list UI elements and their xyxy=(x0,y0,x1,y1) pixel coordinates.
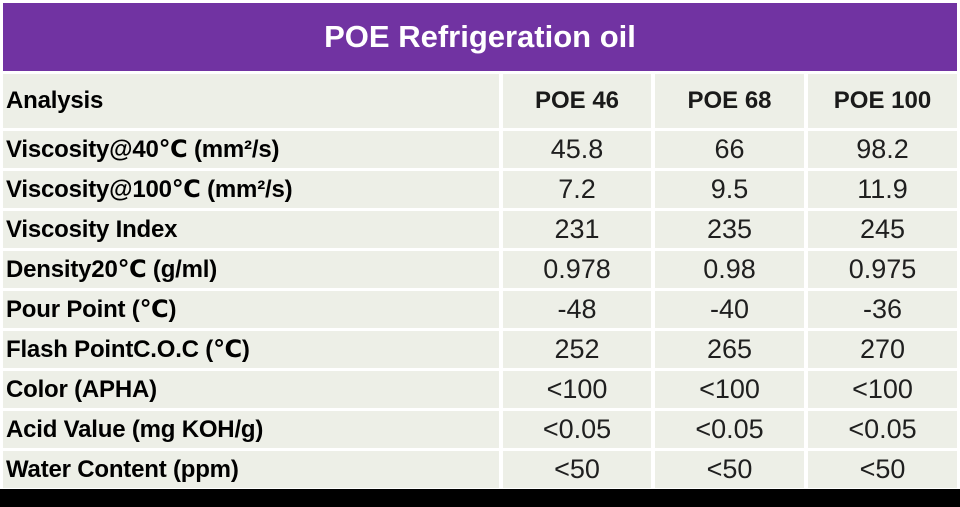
row-label-water-content: Water Content (ppm) xyxy=(3,451,499,488)
cell-value: 0.975 xyxy=(808,251,957,288)
cell-value: <50 xyxy=(655,451,804,488)
row-label-viscosity-index: Viscosity Index xyxy=(3,211,499,248)
cell-value: 235 xyxy=(655,211,804,248)
corner-header-analysis: Analysis xyxy=(3,74,499,128)
row-label-viscosity-100: Viscosity@100℃ (mm²/s) xyxy=(3,171,499,208)
cell-value: 9.5 xyxy=(655,171,804,208)
cell-value: 265 xyxy=(655,331,804,368)
cell-value: 0.98 xyxy=(655,251,804,288)
cell-value: -36 xyxy=(808,291,957,328)
column-header-poe46: POE 46 xyxy=(503,74,651,128)
cell-value: -48 xyxy=(503,291,651,328)
column-header-poe100: POE 100 xyxy=(808,74,957,128)
row-label-acid-value: Acid Value (mg KOH/g) xyxy=(3,411,499,448)
row-label-color: Color (APHA) xyxy=(3,371,499,408)
cell-value: <100 xyxy=(655,371,804,408)
cell-value: -40 xyxy=(655,291,804,328)
page-title: POE Refrigeration oil xyxy=(324,19,636,54)
cell-value: 98.2 xyxy=(808,131,957,168)
cell-value: 66 xyxy=(655,131,804,168)
column-header-poe68: POE 68 xyxy=(655,74,804,128)
bottom-edge-bar xyxy=(0,489,960,507)
cell-value: <0.05 xyxy=(808,411,957,448)
spec-table: Analysis POE 46 POE 68 POE 100 Viscosity… xyxy=(3,74,957,488)
cell-value: <100 xyxy=(808,371,957,408)
cell-value: <50 xyxy=(503,451,651,488)
row-label-pour-point: Pour Point (℃) xyxy=(3,291,499,328)
cell-value: 231 xyxy=(503,211,651,248)
row-label-viscosity-40: Viscosity@40℃ (mm²/s) xyxy=(3,131,499,168)
cell-value: 0.978 xyxy=(503,251,651,288)
cell-value: 270 xyxy=(808,331,957,368)
cell-value: <0.05 xyxy=(503,411,651,448)
cell-value: <50 xyxy=(808,451,957,488)
row-label-density: Density20℃ (g/ml) xyxy=(3,251,499,288)
cell-value: 252 xyxy=(503,331,651,368)
cell-value: 11.9 xyxy=(808,171,957,208)
title-banner: POE Refrigeration oil xyxy=(3,3,957,71)
cell-value: <100 xyxy=(503,371,651,408)
cell-value: 45.8 xyxy=(503,131,651,168)
row-label-flash-point: Flash PointC.O.C (℃) xyxy=(3,331,499,368)
cell-value: <0.05 xyxy=(655,411,804,448)
cell-value: 7.2 xyxy=(503,171,651,208)
cell-value: 245 xyxy=(808,211,957,248)
